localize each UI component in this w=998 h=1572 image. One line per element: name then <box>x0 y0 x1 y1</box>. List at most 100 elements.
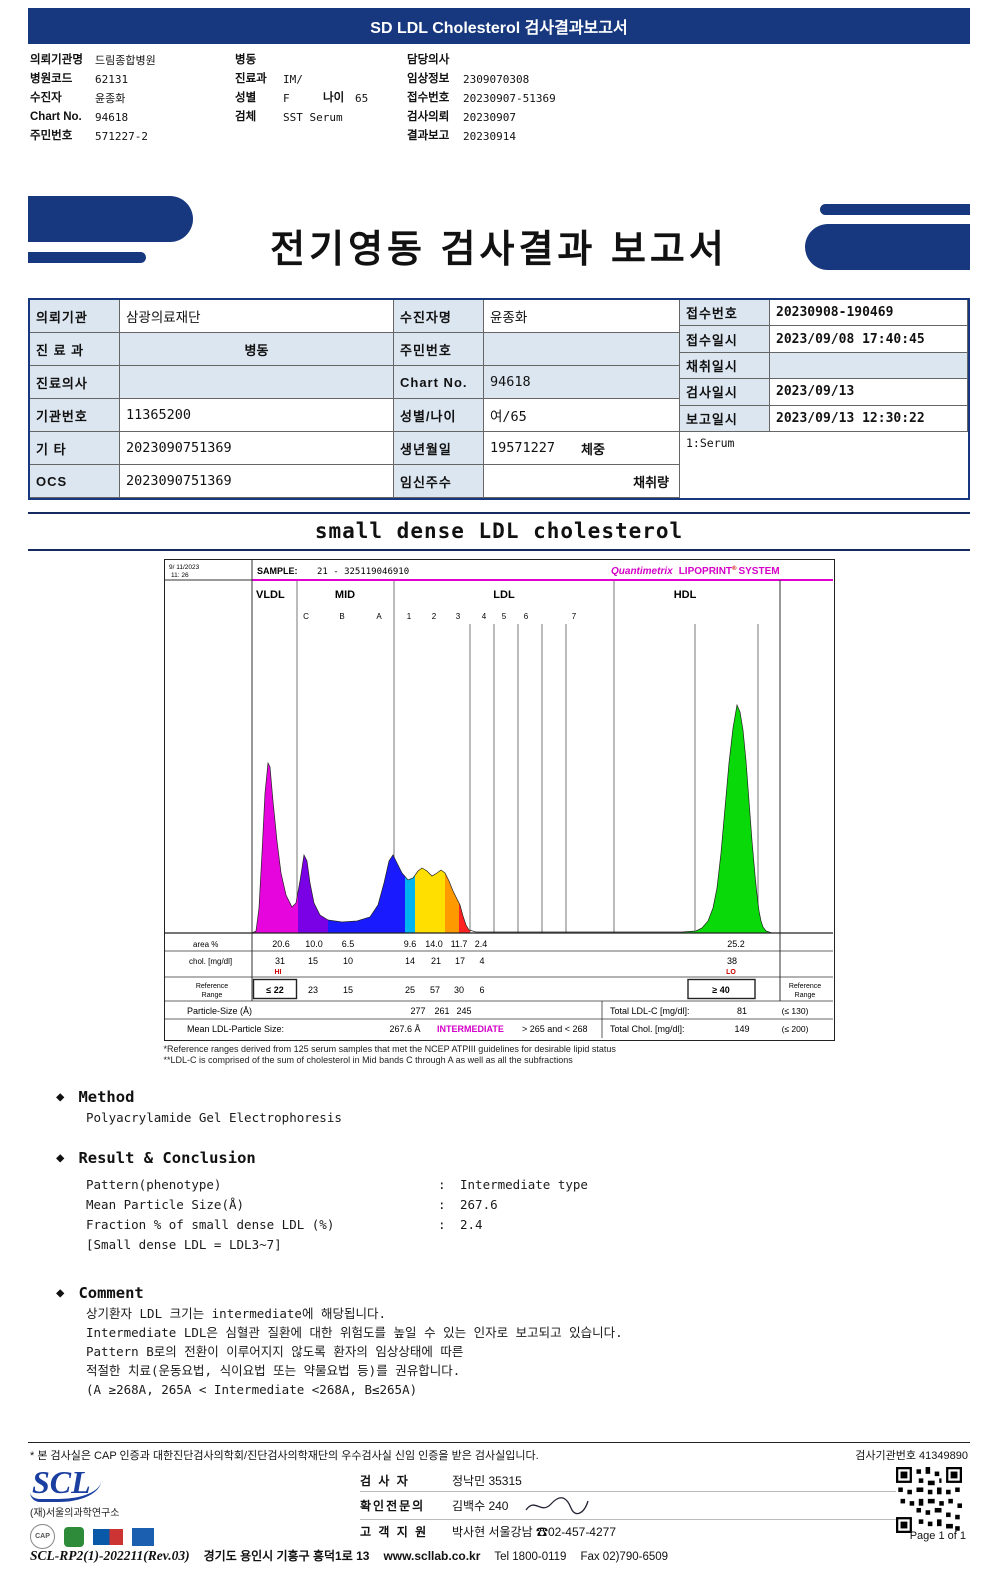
signature <box>525 1496 590 1514</box>
field-label: 검체 <box>235 111 257 123</box>
row-label: 임신주수 <box>394 465 484 498</box>
row-value <box>120 366 394 399</box>
table-row: 접수번호 20230908-190469 <box>680 300 968 327</box>
column-header-hdl: HDL <box>673 589 696 601</box>
field-label: 나이 <box>323 92 345 104</box>
result-item: Fraction % of small dense LDL (%)2.4 <box>86 1215 998 1235</box>
field-value: 62131 <box>95 73 129 86</box>
result-heading: Result & Conclusion <box>56 1149 998 1167</box>
svg-text:25.2: 25.2 <box>727 939 745 949</box>
field-label: 접수번호 <box>407 92 450 104</box>
row-label: 주민번호 <box>394 333 484 366</box>
svg-text:277: 277 <box>410 1006 425 1016</box>
row-value: 병동 <box>120 333 394 366</box>
table-row: 접수일시 2023/09/08 17:40:45 <box>680 326 968 353</box>
reference-range-label-right: Reference Range <box>788 983 820 999</box>
field-label: 성별 <box>235 92 257 104</box>
lipoprint-chart: 9/ 11/2023 11: 26 SAMPLE: 21 - 325119046… <box>163 559 835 1041</box>
row-label: 기관번호 <box>30 399 120 432</box>
total-ldl-ref: (≤ 130) <box>781 1006 808 1016</box>
lab-address: 경기도 용인시 기흥구 흥덕1로 13 <box>203 1549 370 1563</box>
diamond-icon <box>56 1285 64 1301</box>
svg-text:5: 5 <box>501 612 506 621</box>
svg-text:23: 23 <box>307 985 317 995</box>
banner-decor-left-big <box>28 196 193 242</box>
brand-lipoprint: LIPOPRINT <box>678 566 731 577</box>
row-label: 수진자명 <box>394 300 484 333</box>
keqas-logo <box>132 1527 154 1546</box>
field-value: F <box>283 92 290 105</box>
kslm-logo <box>64 1526 84 1547</box>
field-label: 검사의뢰 <box>407 111 450 123</box>
hi-flag: HI <box>274 969 281 976</box>
scl-logo: SCL <box>30 1466 101 1502</box>
svg-text:2.4: 2.4 <box>474 939 487 949</box>
row-value: 2023090751369 <box>120 432 394 465</box>
report-title-bar: SD LDL Cholesterol 검사결과보고서 <box>28 8 970 44</box>
svg-text:15: 15 <box>307 956 317 966</box>
svg-text:10: 10 <box>342 956 352 966</box>
column-header-mid: MID <box>334 589 354 601</box>
svg-text:245: 245 <box>456 1006 471 1016</box>
banner-decor-right-big <box>805 224 970 270</box>
svg-text:B: B <box>339 612 344 621</box>
chart-date: 9/ 11/2023 <box>169 564 200 571</box>
chart-footnote-1: *Reference ranges derived from 125 serum… <box>163 1044 616 1054</box>
table-row: 기 타 2023090751369 생년월일 19571227 체중 <box>30 432 680 465</box>
table-row: 진 료 과 병동 주민번호 <box>30 333 680 366</box>
patient-header: 의뢰기관명 드림종합병원 병원코드 62131 수진자 윤종화 Chart No. 94… <box>0 44 998 146</box>
table-row: 보고일시 2023/09/13 12:30:22 <box>680 405 968 432</box>
table-row: 기관번호 11365200 성별/나이 여/65 <box>30 399 680 432</box>
svg-text:4: 4 <box>479 956 484 966</box>
svg-text:Reference: Reference <box>788 983 820 990</box>
page-title: 전기영동 검사결과 보고서 <box>270 229 728 271</box>
table-row: 채취일시 <box>680 352 968 380</box>
table-row: 검사일시 2023/09/13 <box>680 379 968 406</box>
svg-text:C: C <box>303 612 309 621</box>
chart-grid <box>164 560 833 1038</box>
field-label: 수진자 <box>30 92 62 104</box>
total-chol-ref: (≤ 200) <box>781 1024 808 1034</box>
row-value: 2023090751369 <box>120 465 394 498</box>
reference-range-values: ≤ 22 23 15 25 57 30 6 ≥ 40 <box>266 985 729 995</box>
divider <box>28 512 970 514</box>
row-sublabel: 체중 <box>581 441 605 457</box>
svg-text:6.5: 6.5 <box>341 939 354 949</box>
field-label: 의뢰기관명 <box>30 54 83 66</box>
field-value: 65 <box>355 92 369 105</box>
lab-tel: Tel 1800-0119 <box>494 1551 567 1563</box>
table-row: 진료의사 Chart No. 94618 <box>30 366 680 399</box>
brand-system: SYSTEM <box>738 566 779 577</box>
divider <box>28 549 970 551</box>
field-label: 주민번호 <box>30 130 73 142</box>
org-number: 검사기관번호 41349890 <box>855 1450 968 1462</box>
row-label: 진 료 과 <box>30 333 120 366</box>
row-value: 삼광의료재단 <box>120 300 394 333</box>
support-row: 고 객 지 원 박사현 서울강남 ☎02-457-4277 <box>360 1524 617 1539</box>
field-label: 진료과 <box>235 73 267 85</box>
examiner-row: 검 사 자 정낙민 35315 <box>360 1469 896 1492</box>
brand-logo: Quantimetrix LIPOPRINT® SYSTEM <box>611 565 780 577</box>
svg-text:4: 4 <box>481 612 486 621</box>
svg-text:Reference: Reference <box>195 983 227 990</box>
mean-size-range: > 265 and < 268 <box>522 1024 588 1034</box>
svg-text:21: 21 <box>430 956 440 966</box>
column-header-vldl: VLDL <box>256 589 285 601</box>
svg-text:6: 6 <box>523 612 528 621</box>
svg-text:2: 2 <box>431 612 436 621</box>
svg-text:14: 14 <box>404 956 414 966</box>
svg-text:38: 38 <box>726 956 736 966</box>
row-label: Chart No. <box>394 366 484 399</box>
table-row: 의뢰기관 삼광의료재단 수진자명 윤종화 <box>30 300 680 333</box>
total-chol-label: Total Chol. [mg/dl]: <box>610 1024 685 1034</box>
field-value: 윤종화 <box>95 92 126 105</box>
svg-text:1: 1 <box>406 612 411 621</box>
row-value: 20230908-190469 <box>770 300 968 327</box>
svg-text:261: 261 <box>434 1006 449 1016</box>
particle-size-values: 277 261 245 <box>410 1006 471 1016</box>
sample-value: 21 - 325119046910 <box>317 567 409 577</box>
section-title: small dense LDL cholesterol <box>314 519 684 543</box>
method-heading: Method <box>56 1088 998 1106</box>
row-label: 접수번호 <box>680 300 770 327</box>
svg-text:20.6: 20.6 <box>272 939 290 949</box>
